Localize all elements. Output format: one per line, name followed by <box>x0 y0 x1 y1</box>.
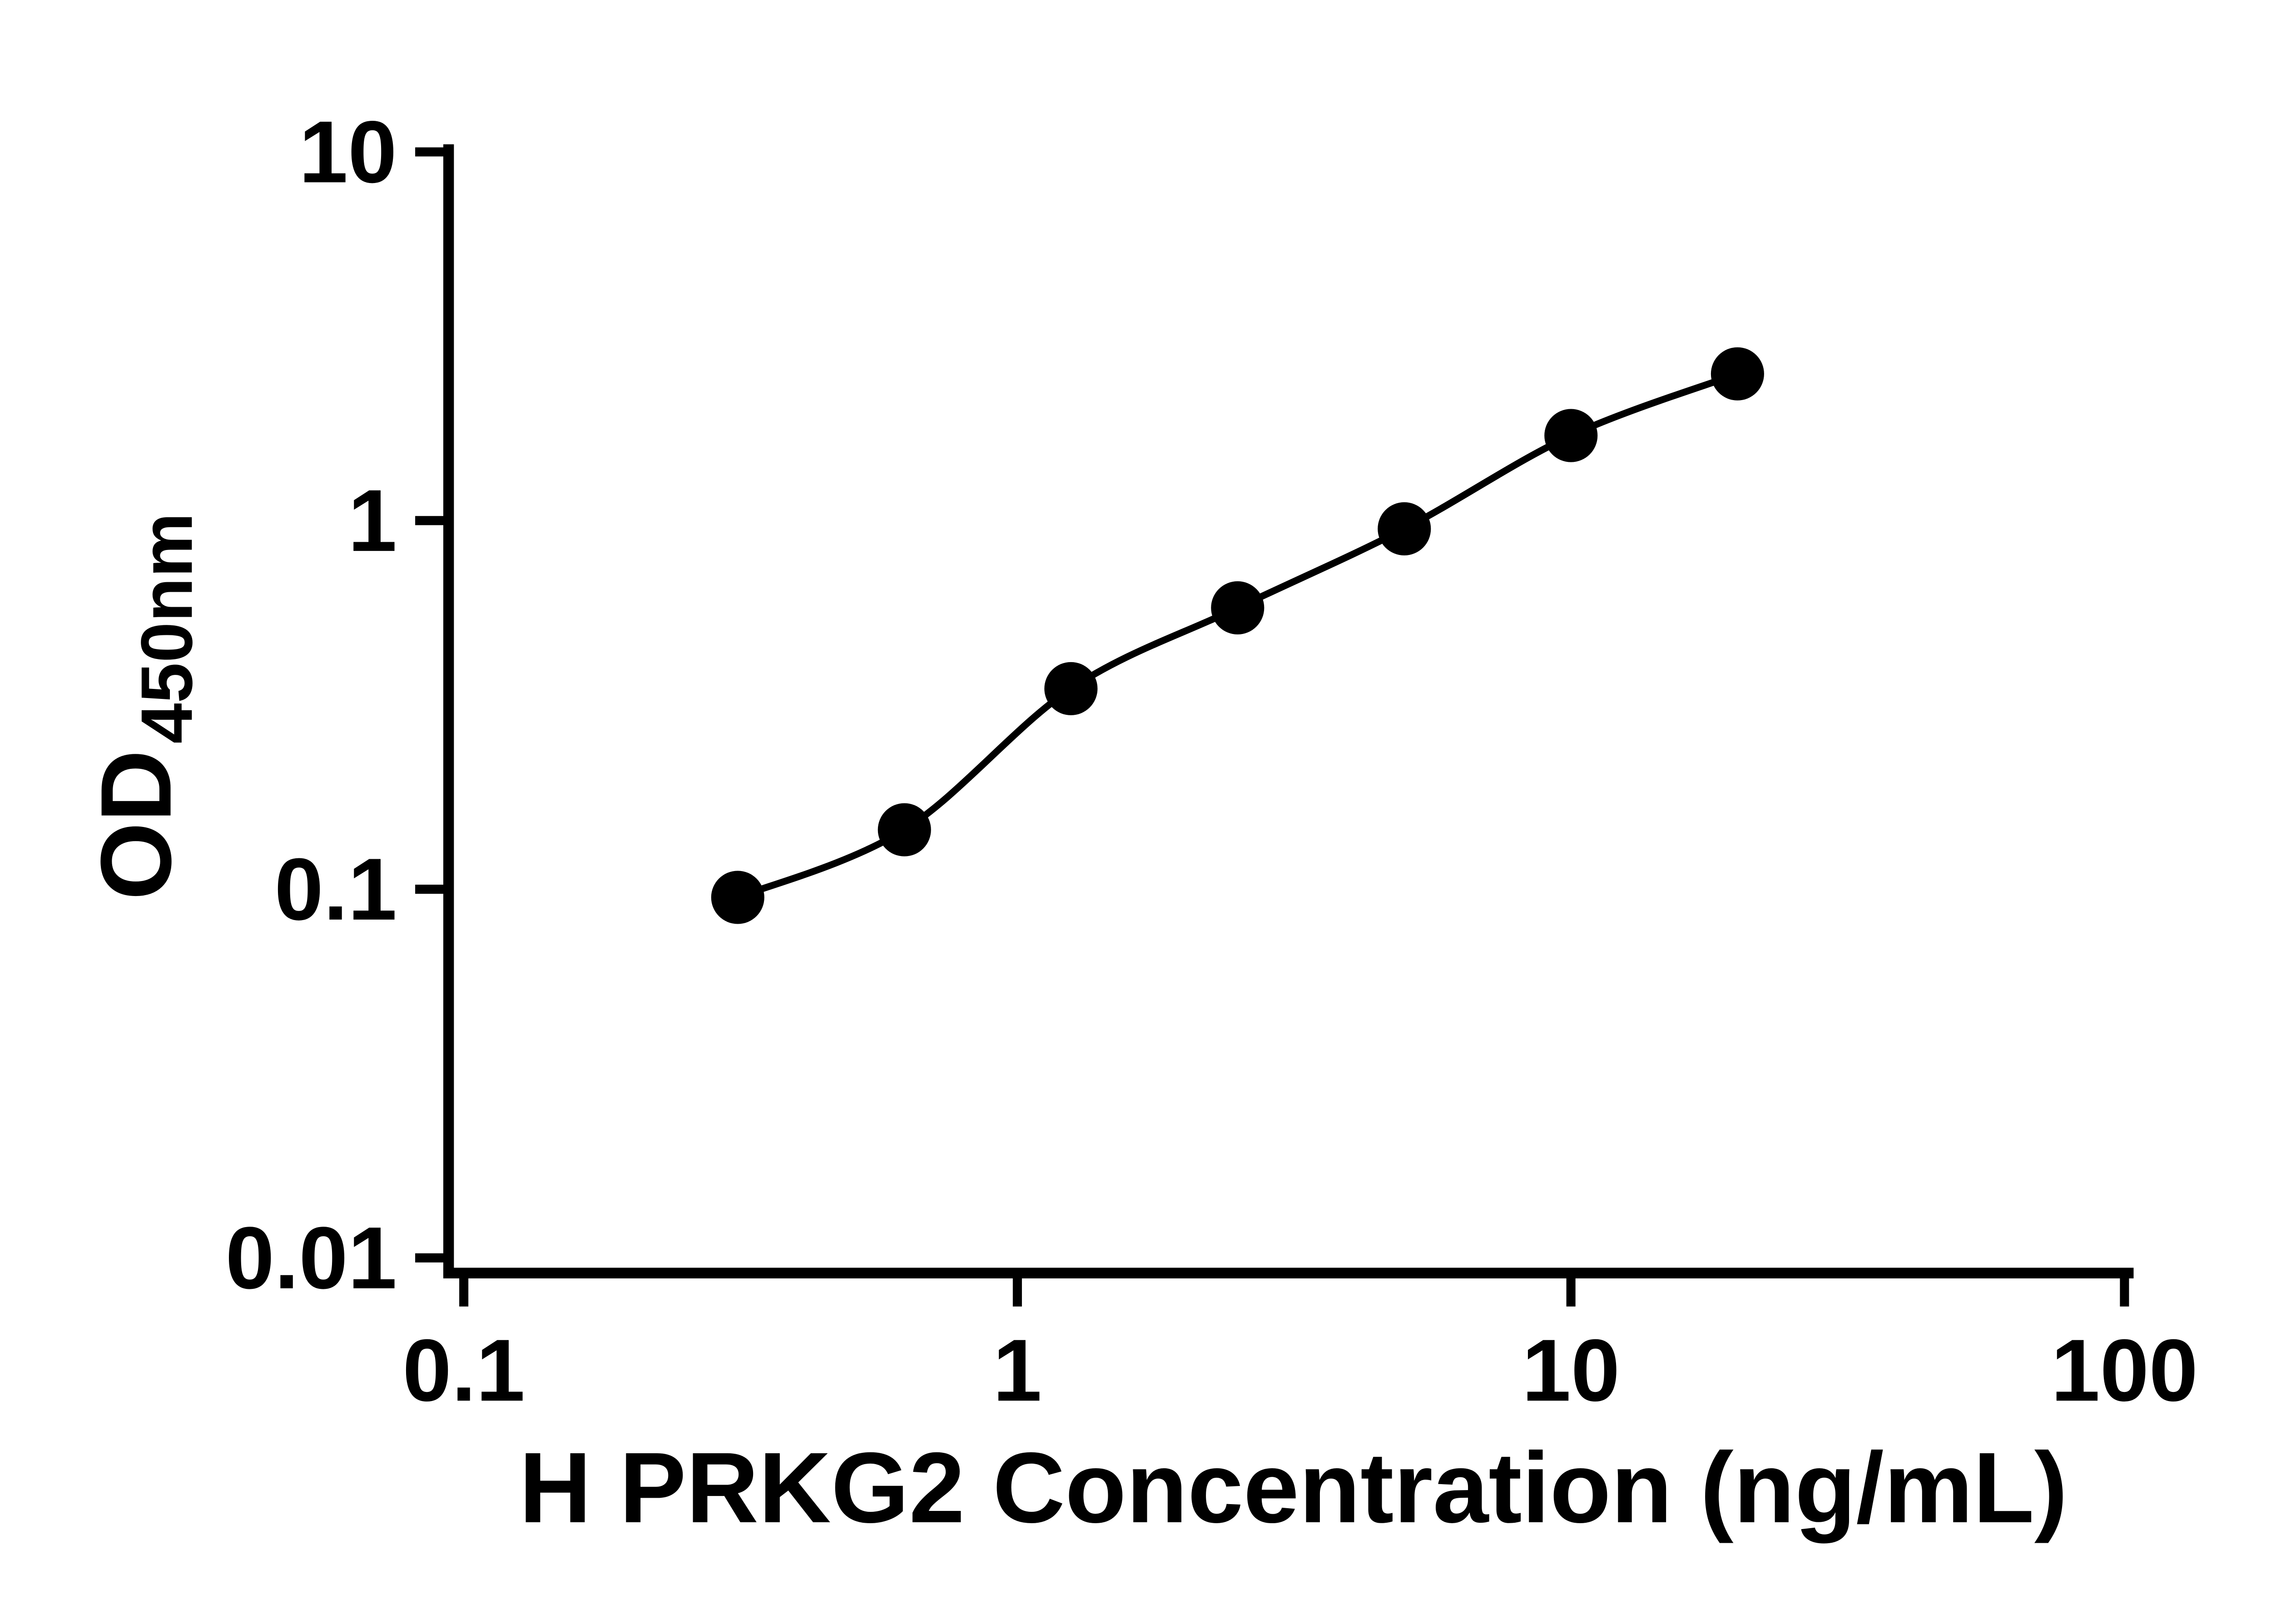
data-point-marker <box>1544 409 1598 462</box>
y-axis-title-main: OD <box>80 750 192 900</box>
x-axis-title: H PRKG2 Concentration (ng/mL) <box>519 1431 2068 1544</box>
data-points-group <box>711 347 1764 924</box>
data-point-marker <box>1211 581 1264 634</box>
x-tick-label: 0.1 <box>402 1321 525 1420</box>
y-axis-title-sub: 450nm <box>126 513 208 744</box>
x-tick-label: 1 <box>993 1321 1042 1420</box>
axes <box>443 144 2134 1278</box>
data-point-marker <box>878 803 931 857</box>
data-point-marker <box>711 871 764 924</box>
x-tick-label: 10 <box>1522 1321 1620 1420</box>
data-point-marker <box>1711 347 1764 401</box>
data-point-marker <box>1044 662 1098 715</box>
y-axis-title: OD 450nm <box>80 513 208 900</box>
y-tick-label: 10 <box>299 103 397 201</box>
axis-ticks <box>415 147 2129 1307</box>
y-tick-label: 0.01 <box>225 1209 397 1307</box>
x-tick-label: 100 <box>2051 1321 2198 1420</box>
y-tick-label: 1 <box>348 471 397 570</box>
y-tick-label: 0.1 <box>274 840 397 939</box>
data-point-marker <box>1378 502 1431 555</box>
